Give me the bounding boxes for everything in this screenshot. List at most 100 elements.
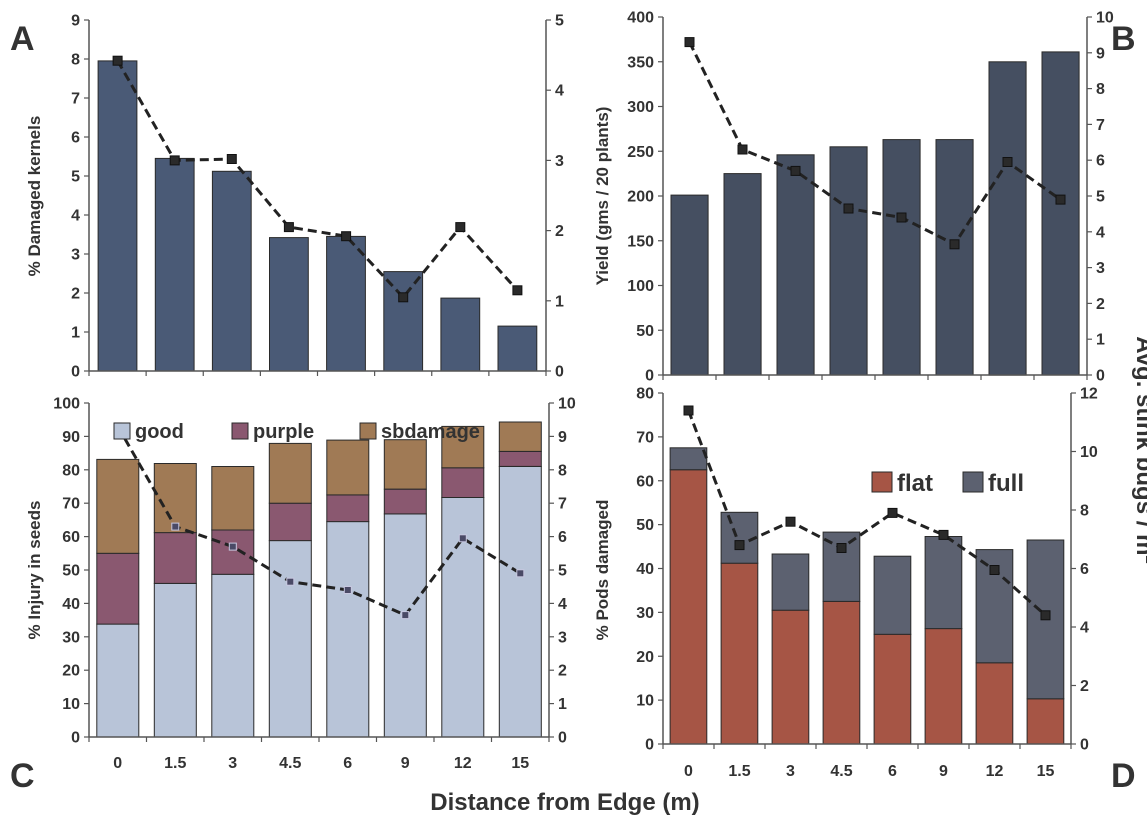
- x-tick-label: 1.5: [164, 755, 186, 772]
- line-point-marker: [171, 522, 180, 531]
- bar-c-good-0: [96, 623, 140, 738]
- bar-d-full-2: [771, 553, 810, 611]
- bar-b-value-1: [723, 173, 762, 376]
- bar-c-purple-0: [96, 552, 140, 625]
- bar-c-purple-3: [268, 502, 312, 542]
- left-y-tick-label: 9: [71, 13, 80, 30]
- left-y-tick-label: 400: [627, 10, 654, 27]
- line-point-marker: [1055, 194, 1066, 205]
- right-y-tick-label: 9: [558, 429, 567, 446]
- line-point-marker: [989, 565, 1000, 575]
- bar-d-full-0: [669, 447, 708, 471]
- bar-b-value-2: [776, 154, 815, 376]
- left-y-tick-label: 350: [627, 54, 654, 71]
- y-axis-title: % Injury in seeds: [25, 501, 44, 640]
- left-y-tick-label: 0: [645, 368, 654, 385]
- bar-b-value-4: [882, 139, 921, 376]
- line-point-marker: [398, 292, 409, 303]
- left-y-tick-label: 60: [62, 529, 80, 546]
- left-y-tick-label: 50: [636, 323, 654, 340]
- panel-d-chart: 0 10 20 30 40 50 60 70 80 0 2 4 6 8 10 12 0 1.5 3 4.5 6 9 12 15…: [593, 386, 1098, 781]
- y-axis-title: % Damaged kernels: [25, 116, 44, 277]
- left-y-tick-label: 70: [636, 429, 654, 446]
- bar-d-full-4: [873, 555, 912, 635]
- line-point-marker: [887, 507, 898, 518]
- legend-label-purple: purple: [253, 421, 314, 443]
- line-point-marker: [1002, 157, 1013, 167]
- bar-a-value-5: [383, 271, 424, 372]
- bar-d-flat-3: [822, 600, 861, 745]
- left-y-tick-label: 0: [645, 737, 654, 754]
- bar-b-value-0: [670, 194, 709, 376]
- right-y-tick-label: 6: [1080, 561, 1089, 578]
- bar-a-value-3: [269, 237, 309, 372]
- panel-letter-d: D: [1111, 757, 1136, 795]
- bar-c-purple-1: [153, 532, 197, 584]
- x-tick-label: 15: [511, 755, 529, 772]
- right-y-tick-label: 2: [558, 663, 567, 680]
- line-point-marker: [341, 231, 352, 242]
- bar-a-value-7: [497, 325, 538, 372]
- bar-a-value-6: [440, 297, 481, 372]
- line-point-marker: [734, 540, 745, 551]
- y-axis-title: Yield (gms / 20 plants): [593, 107, 612, 286]
- right-y-tick-label: 6: [1096, 153, 1105, 170]
- bar-c-sbdamage-2: [211, 466, 255, 531]
- bar-c-purple-2: [211, 529, 255, 575]
- left-y-tick-label: 40: [62, 596, 80, 613]
- left-y-tick-label: 4: [71, 208, 80, 225]
- bar-c-purple-4: [326, 494, 370, 523]
- line-point-marker: [790, 165, 801, 176]
- legend-label-flat: flat: [897, 470, 933, 497]
- bar-a-value-2: [211, 170, 252, 372]
- left-y-tick-label: 7: [71, 91, 80, 108]
- left-y-tick-label: 300: [627, 99, 654, 116]
- legend-label-sbdamage: sbdamage: [381, 421, 480, 443]
- bar-c-sbdamage-1: [153, 463, 197, 534]
- left-y-tick-label: 100: [627, 278, 654, 295]
- line-point-marker: [737, 144, 748, 155]
- bar-a-value-0: [97, 60, 138, 372]
- right-y-tick-label: 0: [558, 730, 567, 747]
- bar-c-purple-7: [498, 450, 542, 467]
- right-y-tick-label: 5: [555, 13, 564, 30]
- left-y-tick-label: 80: [62, 462, 80, 479]
- bar-c-sbdamage-4: [326, 439, 370, 496]
- panel-letter-a: A: [10, 20, 35, 58]
- line-point-marker: [896, 212, 907, 223]
- line-point-marker: [516, 569, 525, 578]
- y-axis-title: % Pods damaged: [593, 500, 612, 641]
- right-y-tick-label: 9: [1096, 45, 1105, 62]
- right-y-tick-label: 0: [1080, 737, 1089, 754]
- line-point-marker: [169, 155, 180, 166]
- line-point-marker: [684, 37, 695, 48]
- bar-c-good-6: [441, 497, 485, 738]
- left-y-tick-label: 10: [62, 696, 80, 713]
- x-tick-label: 6: [888, 763, 897, 780]
- bar-d-flat-2: [771, 609, 810, 745]
- bar-a-value-1: [154, 157, 195, 372]
- bar-a-value-4: [326, 235, 366, 372]
- bar-c-sbdamage-6: [441, 425, 485, 469]
- right-y-tick-label: 8: [1096, 81, 1105, 98]
- bar-d-flat-7: [1026, 698, 1065, 745]
- x-tick-label: 12: [986, 763, 1004, 780]
- x-tick-label: 12: [454, 755, 472, 772]
- bar-d-flat-6: [975, 662, 1014, 745]
- bar-d-flat-5: [924, 628, 963, 745]
- line-point-marker: [843, 203, 854, 214]
- left-y-tick-label: 2: [71, 286, 80, 303]
- right-y-tick-label: 7: [558, 496, 567, 513]
- right-y-tick-label: 7: [1096, 117, 1105, 134]
- left-y-tick-label: 0: [71, 730, 80, 747]
- left-y-tick-label: 10: [636, 693, 654, 710]
- shared-x-axis-title: Distance from Edge (m): [430, 789, 699, 816]
- stink-bug-density-line: [116, 59, 519, 300]
- line-point-marker: [455, 222, 466, 233]
- x-tick-label: 4.5: [830, 763, 852, 780]
- line-point-marker: [683, 405, 694, 416]
- line-point-marker: [286, 577, 295, 586]
- left-y-tick-label: 0: [71, 364, 80, 381]
- right-y-tick-label: 1: [1096, 332, 1105, 349]
